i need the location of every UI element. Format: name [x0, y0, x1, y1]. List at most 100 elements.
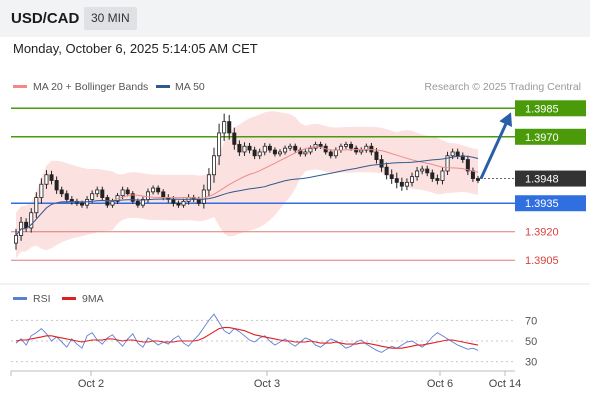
candle	[49, 170, 54, 185]
candle	[394, 172, 399, 189]
candle	[465, 155, 470, 175]
candle	[176, 200, 181, 208]
candle	[242, 142, 247, 156]
candle	[379, 154, 384, 172]
candle	[445, 151, 450, 175]
candle	[384, 162, 389, 180]
level-label-target-0: 1.3985	[525, 103, 559, 115]
candle	[227, 114, 232, 140]
level-tag-pivot-3	[515, 195, 586, 212]
candle	[100, 186, 105, 201]
candle	[130, 191, 135, 205]
candle	[64, 190, 69, 203]
level-tag-target-0	[515, 100, 586, 117]
bollinger-legend-label: MA 20 + Bollinger Bands	[33, 81, 148, 93]
last-price-label: 1.3948	[525, 174, 559, 186]
candle	[328, 149, 333, 159]
candle	[288, 143, 293, 151]
candle	[151, 185, 156, 195]
candle	[404, 178, 409, 191]
symbol-title: USD/CAD	[11, 10, 80, 27]
candle	[13, 228, 18, 250]
candle	[374, 147, 379, 164]
candle	[206, 168, 211, 197]
candle	[110, 198, 115, 208]
candle	[435, 174, 440, 185]
forecast-arrow-head	[499, 112, 512, 127]
level-label-resistance-1: 1.3970	[525, 132, 559, 144]
candle	[217, 123, 222, 166]
ma50-line	[15, 155, 479, 236]
candle	[181, 198, 186, 208]
level-label-support-5: 1.3905	[525, 255, 559, 267]
ma50-legend-swatch	[156, 85, 170, 88]
candle	[430, 169, 435, 182]
candle	[90, 190, 95, 203]
candle	[293, 143, 298, 153]
candle	[262, 142, 267, 156]
candle	[34, 192, 39, 219]
x-tick-label: Oct 2	[78, 378, 104, 390]
candle	[237, 140, 242, 156]
level-label-pivot-3: 1.3935	[525, 198, 559, 210]
rsi-tick-label-50: 50	[525, 336, 537, 348]
candle	[156, 185, 161, 195]
candle	[125, 187, 130, 197]
candle	[95, 186, 100, 198]
candle	[267, 143, 272, 153]
timestamp: Monday, October 6, 2025 5:14:05 AM CET	[13, 41, 258, 56]
candle	[283, 145, 288, 155]
candle	[257, 148, 262, 160]
x-tick-label: Oct 3	[254, 378, 280, 390]
rsi-tick-label-70: 70	[525, 315, 537, 327]
candle	[247, 142, 252, 154]
candle	[415, 166, 420, 181]
ma9-legend-label: 9MA	[82, 293, 104, 305]
rsi-tick-label-30: 30	[525, 357, 537, 369]
rsi-series-rsi	[15, 313, 479, 353]
bollinger-legend-swatch	[13, 85, 27, 88]
candle	[140, 196, 145, 208]
candle	[364, 143, 369, 153]
candle	[252, 146, 257, 160]
candle	[222, 113, 227, 141]
timeframe-button[interactable]: 30 MIN	[84, 7, 137, 30]
candle	[44, 170, 49, 189]
x-tick-label: Oct 6	[427, 378, 453, 390]
candle	[277, 149, 282, 157]
candle	[211, 147, 216, 183]
x-tick-label: Oct 14	[489, 378, 521, 390]
candle	[272, 147, 277, 157]
ma9-legend-swatch	[62, 297, 76, 300]
candle	[303, 149, 308, 157]
candle	[440, 166, 445, 185]
rsi-legend-label: RSI	[33, 293, 51, 305]
candle	[105, 194, 110, 208]
ma50-legend-label: MA 50	[175, 81, 205, 93]
candle	[29, 208, 34, 233]
candle	[420, 165, 425, 175]
candle	[201, 184, 206, 209]
candle	[409, 172, 414, 187]
rsi-legend-swatch	[13, 297, 27, 300]
candle	[54, 176, 59, 194]
candle	[39, 178, 44, 204]
candle	[232, 127, 237, 150]
last-price-tag	[515, 170, 586, 187]
candle	[389, 169, 394, 184]
candle	[399, 177, 404, 191]
candle	[425, 165, 430, 177]
candle	[343, 141, 348, 149]
forecast-arrow-shaft	[479, 118, 510, 180]
level-tag-resistance-1	[515, 128, 586, 145]
credit-text: Research © 2025 Trading Central	[424, 81, 581, 93]
candle	[455, 148, 460, 160]
candle	[59, 186, 64, 198]
rsi-series-9ma	[15, 327, 479, 349]
level-label-support-4: 1.3920	[525, 227, 559, 239]
candle	[475, 175, 480, 184]
bollinger-band-area	[16, 111, 478, 259]
candle	[359, 147, 364, 155]
candle	[24, 218, 29, 232]
